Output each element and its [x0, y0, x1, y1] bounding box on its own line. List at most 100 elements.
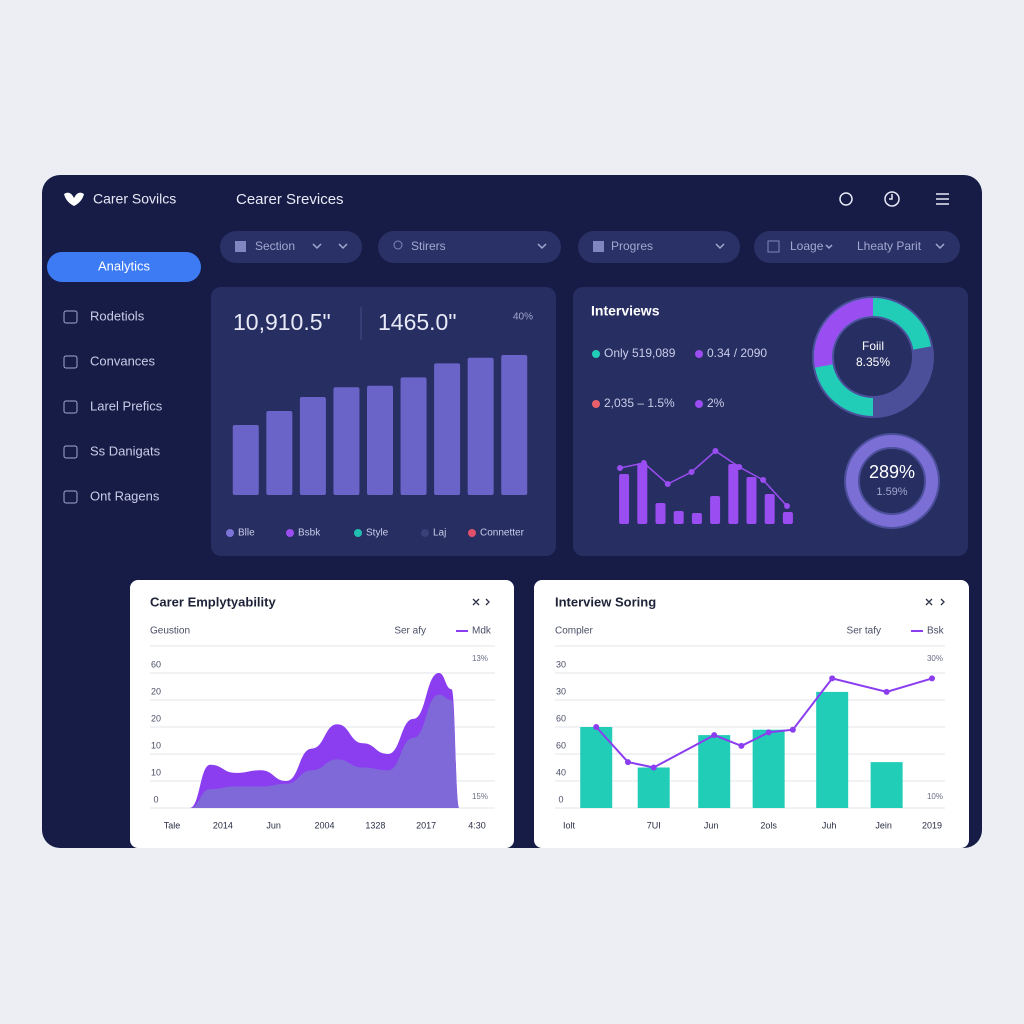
legend-label: Bsbk: [298, 528, 321, 539]
filter-box[interactable]: [754, 231, 960, 263]
legend-label: Mdk: [472, 626, 492, 637]
legend-label: 2%: [707, 396, 725, 410]
bar: [299, 397, 326, 495]
y-tick-label: 60: [556, 713, 566, 723]
filter-label: Section: [255, 239, 295, 253]
nav-item[interactable]: Larel Prefics: [90, 398, 163, 413]
nav-icon: [63, 400, 78, 414]
line-dot: [738, 742, 745, 749]
donut-value: 1.59%: [876, 486, 907, 498]
filter-icon: [393, 240, 403, 250]
line-dot: [664, 481, 671, 487]
legend-label: Only 519,089: [604, 346, 676, 360]
donut-segment: [814, 298, 932, 416]
nav-icon: [63, 445, 78, 459]
card-title: Carer Emplytyability: [150, 594, 276, 609]
x-tick-label: 1328: [365, 820, 385, 830]
stat-badge: 40%: [513, 312, 533, 323]
line: [595, 677, 933, 769]
filter-icon: [235, 241, 246, 252]
filter-box[interactable]: [220, 231, 362, 263]
bar: [266, 411, 293, 495]
legend-label: 2,035 – 1.5%: [604, 396, 675, 410]
filter-label: Progres: [611, 239, 653, 253]
y-tick-label: 10: [151, 767, 161, 777]
nav-item[interactable]: Ont Ragens: [90, 488, 160, 503]
bar: [637, 767, 670, 808]
nav-item[interactable]: Convances: [90, 353, 156, 368]
filter-box[interactable]: [378, 231, 561, 263]
filter-box[interactable]: [578, 231, 740, 263]
panel: [573, 287, 968, 556]
x-tick-label: Tale: [164, 820, 181, 830]
bar: [870, 762, 903, 808]
axis-note: 13%: [472, 654, 488, 663]
legend-label: Connetter: [480, 528, 525, 539]
nav-active[interactable]: [47, 252, 201, 282]
x-tick-label: Jun: [704, 820, 719, 830]
x-tick-label: 4:30: [468, 820, 486, 830]
x-tick-label: Jein: [875, 820, 892, 830]
nav-item[interactable]: Analytics: [98, 258, 151, 273]
legend-dot: [226, 529, 234, 537]
y-tick-label: 0: [153, 794, 158, 804]
nav-icon: [63, 310, 78, 324]
x-tick-label: 7UI: [647, 820, 661, 830]
line-dot: [711, 732, 718, 739]
x-tick-label: 2017: [416, 820, 436, 830]
axis-note: 15%: [472, 792, 488, 801]
line-dot: [929, 675, 935, 682]
card-subtitle: Compler: [555, 626, 593, 637]
bar: [655, 503, 666, 524]
nav-item[interactable]: Rodetiols: [90, 308, 145, 323]
x-tick-label: 2ols: [760, 820, 777, 830]
bar: [367, 385, 393, 495]
nav-icon: [63, 355, 78, 369]
line-dot: [650, 764, 657, 771]
filter-label: Loage: [790, 239, 824, 253]
y-tick-label: 60: [151, 659, 161, 669]
clock-hand: [889, 194, 893, 200]
line-dot: [712, 448, 719, 454]
menu-icon[interactable]: [936, 193, 949, 205]
y-tick-label: 0: [558, 794, 563, 804]
bar: [501, 355, 528, 495]
y-tick-label: 20: [151, 686, 161, 696]
clock-icon[interactable]: [884, 191, 900, 207]
y-tick-label: 10: [151, 740, 161, 750]
line-dot: [688, 469, 695, 475]
y-tick-label: 40: [556, 767, 566, 777]
line-dot: [765, 729, 772, 736]
bar: [746, 477, 757, 524]
y-tick-label: 30: [556, 686, 566, 696]
filter-label: Stirers: [411, 239, 446, 253]
x-tick-label: Juh: [822, 820, 837, 830]
y-tick-label: 20: [151, 713, 161, 723]
area: [189, 694, 460, 808]
bar: [782, 512, 793, 524]
bar: [752, 729, 785, 808]
bar: [333, 387, 360, 495]
logo: [64, 192, 84, 206]
legend-label: Ser afy: [394, 626, 426, 637]
stat-figure: 1465.0": [378, 309, 457, 335]
bar: [728, 464, 739, 524]
card-controls[interactable]: [472, 598, 945, 606]
donut-label: Foiil: [862, 339, 884, 353]
legend-dot: [354, 529, 362, 537]
donut-label: 289%: [869, 462, 915, 482]
bar: [816, 691, 849, 808]
header-title: Cearer Srevices: [236, 191, 344, 208]
legend-label: Laj: [433, 528, 446, 539]
line-dot: [883, 688, 890, 695]
x-tick-label: 2004: [314, 820, 334, 830]
bar: [764, 494, 775, 524]
legend-label: Blle: [238, 528, 255, 539]
filter-icon: [767, 240, 780, 253]
card-subtitle: Geustion: [150, 626, 190, 637]
settings-icon[interactable]: [839, 192, 853, 206]
y-tick-label: 60: [556, 740, 566, 750]
legend-label: Style: [366, 528, 389, 539]
nav-item[interactable]: Ss Danigats: [90, 443, 161, 458]
